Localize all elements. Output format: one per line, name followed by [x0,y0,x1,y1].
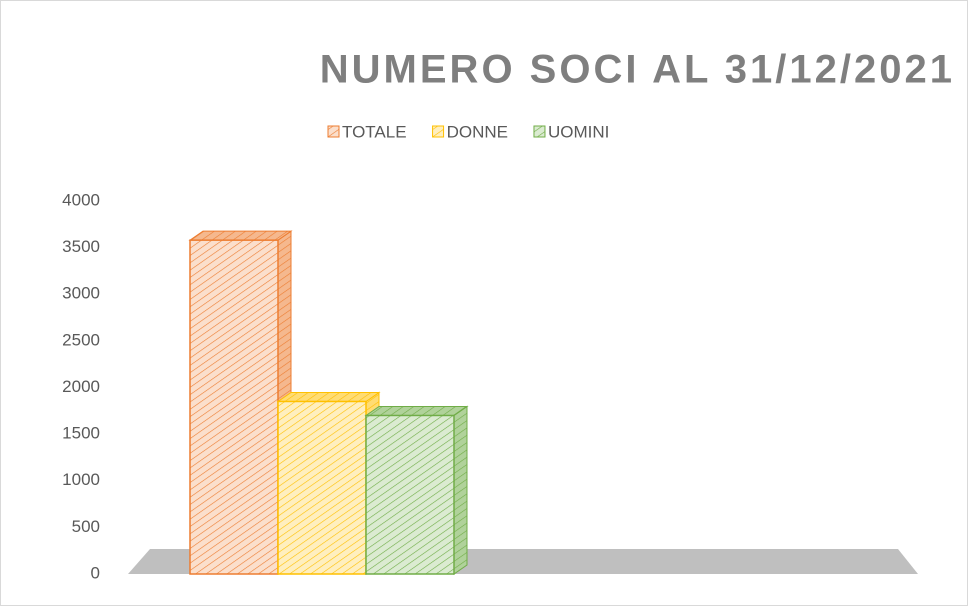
y-tick-label: 0 [91,563,100,582]
bar-side [453,405,468,575]
legend-label: TOTALE [342,122,407,141]
chart-title: NUMERO SOCI AL 31/12/2021 [320,48,955,92]
y-tick-label: 4000 [62,190,100,209]
bar-front [277,400,367,575]
y-tick-label: 2500 [62,330,100,349]
y-tick-label: 2000 [62,377,100,396]
legend-label: UOMINI [548,122,609,141]
bar-top [276,391,381,402]
legend-label: DONNE [447,122,508,141]
legend-swatch [327,125,340,138]
bar-front [365,414,455,575]
bar [364,405,469,575]
bar-top [364,405,469,416]
bar [188,230,293,575]
y-tick-label: 3000 [62,284,100,303]
bar [276,391,381,575]
y-tick-label: 1500 [62,424,100,443]
y-tick-label: 500 [72,517,100,536]
bar-top [188,230,293,241]
legend-swatch [533,125,546,138]
y-tick-label: 3500 [62,237,100,256]
y-tick-label: 1000 [62,470,100,489]
legend-swatch [432,125,445,138]
bar-front [189,239,279,575]
